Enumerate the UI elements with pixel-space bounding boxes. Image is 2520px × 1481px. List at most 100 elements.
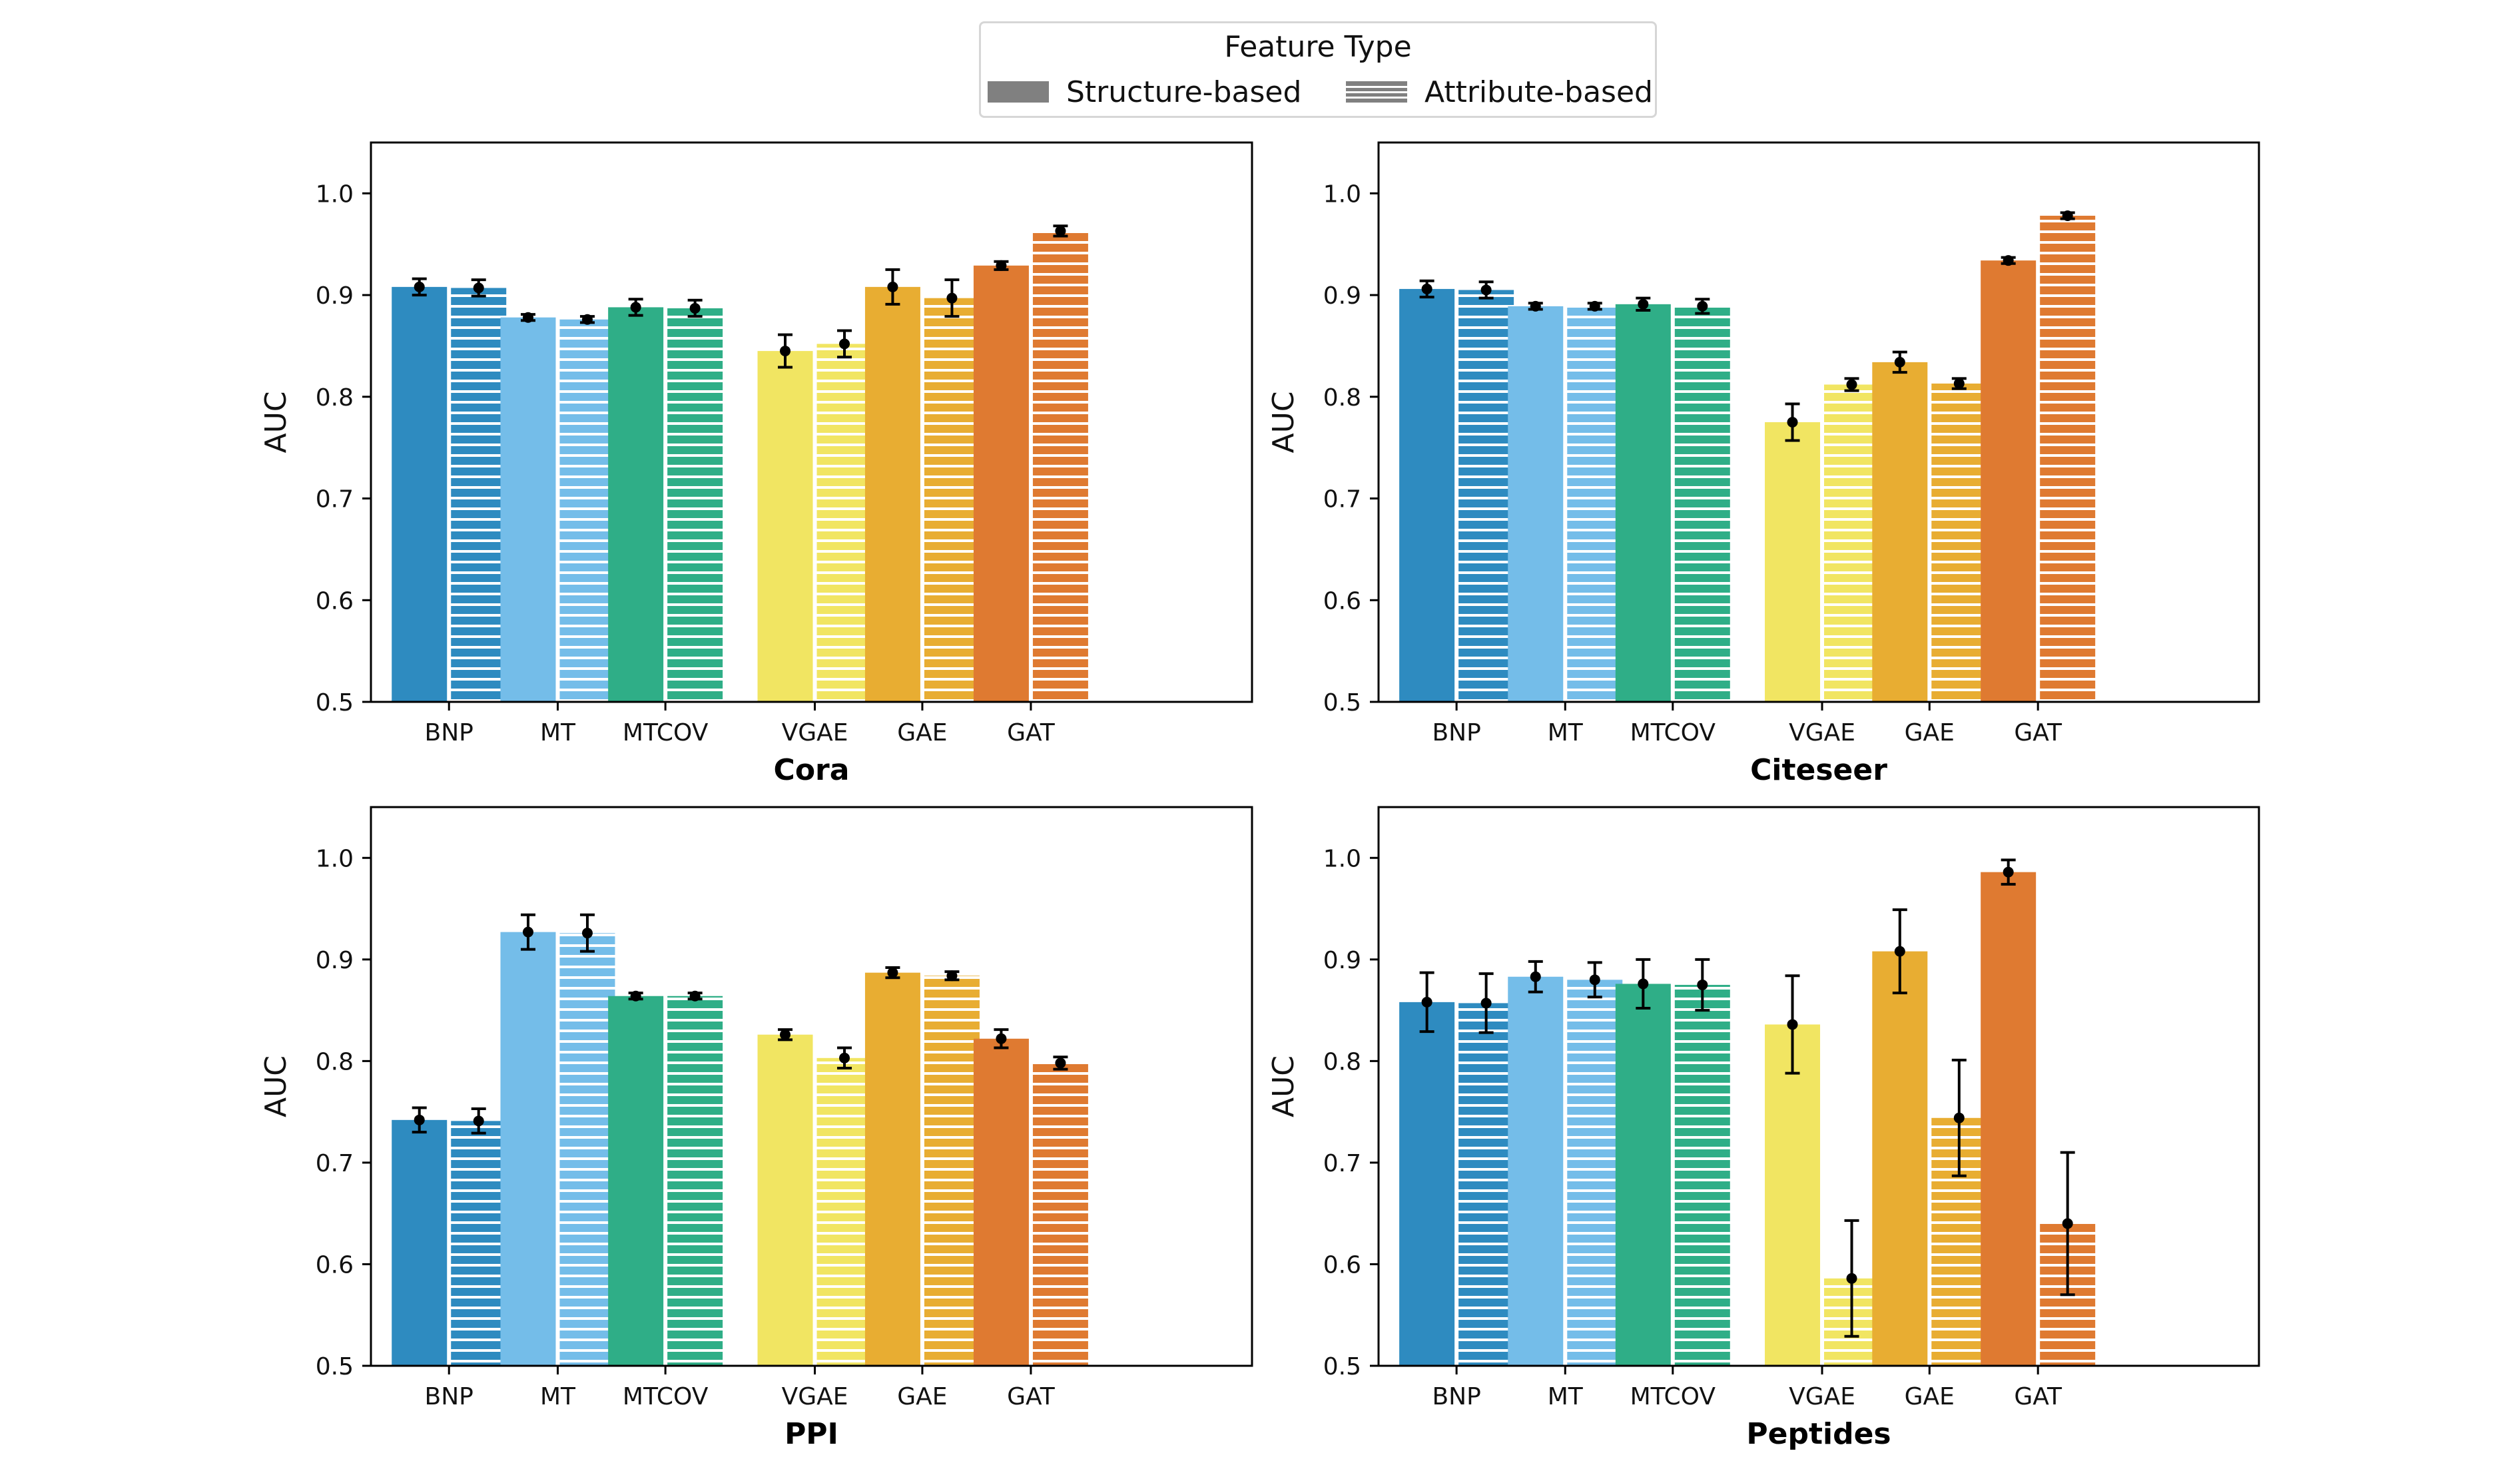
error-bar [1695, 298, 1710, 315]
panel-title: Cora [774, 753, 850, 787]
error-bar [837, 329, 852, 359]
y-tick-label: 0.8 [1323, 384, 1361, 412]
y-tick-label: 0.9 [316, 947, 354, 974]
bar-cora-gae-attribute [924, 298, 980, 702]
error-bar [628, 298, 643, 317]
error-bar [994, 260, 1009, 271]
bar-citeseer-mtcov-attribute [1674, 306, 1730, 703]
bar-citeseer-mt-structure [1508, 306, 1564, 703]
error-bar [1478, 972, 1494, 1034]
y-tick-label: 0.5 [316, 1353, 354, 1380]
error-bar [471, 1107, 486, 1135]
x-tick-label: VGAE [1789, 1383, 1855, 1410]
y-tick-label: 0.6 [316, 1251, 354, 1279]
y-axis-label: AUC [1267, 391, 1301, 453]
y-axis-label: AUC [259, 391, 293, 453]
panel-title: Citeseer [1750, 753, 1887, 787]
bar-cora-mt-structure [500, 317, 556, 702]
plot-frame [1377, 141, 2260, 703]
bar-citeseer-mtcov-structure [1615, 304, 1671, 702]
bar-peptides-mtcov-structure [1615, 984, 1671, 1366]
y-tick-label: 0.9 [1323, 282, 1361, 310]
plot-frame [370, 806, 1253, 1367]
x-tick-label: GAE [897, 1383, 947, 1410]
bar-citeseer-vgae-attribute [1824, 384, 1880, 702]
bar-ppi-mtcov-structure [608, 996, 664, 1366]
y-tick-label: 0.5 [316, 689, 354, 717]
x-tick-label: GAT [2014, 719, 2062, 746]
bar-cora-mtcov-structure [608, 307, 664, 702]
y-tick-label: 0.6 [316, 587, 354, 615]
y-tick-label: 1.0 [1323, 845, 1361, 872]
x-tick-label: MTCOV [1630, 719, 1716, 746]
error-bar [1951, 377, 1967, 390]
error-bar [1528, 960, 1543, 994]
y-tick-label: 0.7 [316, 486, 354, 513]
legend-item-attribute: Attribute-based [1346, 75, 1653, 109]
bar-citeseer-gat-attribute [2040, 215, 2096, 702]
y-tick-label: 0.7 [1323, 486, 1361, 513]
panel-ppi: 0.5 0.6 0.7 0.8 0.9 1.0 AUC BNP MT MTCOV VGAE GAE GA… [259, 806, 1253, 1451]
bar-ppi-mt-structure [500, 932, 556, 1366]
bar-ppi-mt-attribute [559, 933, 615, 1366]
x-tick-label: GAE [1905, 719, 1955, 746]
bar-citeseer-gae-structure [1872, 362, 1928, 702]
error-bar [520, 913, 535, 951]
panel-title: Peptides [1746, 1417, 1891, 1451]
error-bar [1528, 300, 1543, 312]
error-bar [1419, 279, 1434, 299]
panel-title: PPI [785, 1417, 838, 1451]
bar-ppi-gat-structure [973, 1038, 1029, 1366]
bar-ppi-vgae-attribute [816, 1057, 872, 1366]
bar-cora-gat-structure [973, 265, 1029, 702]
bar-cora-vgae-attribute [816, 344, 872, 702]
error-bar [1587, 300, 1602, 312]
plot-frame [370, 141, 1253, 703]
error-bar [837, 1046, 852, 1070]
x-tick-label: VGAE [1789, 719, 1855, 746]
y-tick-label: 0.9 [316, 282, 354, 310]
plot-frame [1377, 806, 2260, 1367]
x-tick-label: BNP [425, 1383, 473, 1410]
bar-ppi-vgae-structure [757, 1034, 813, 1366]
error-bar [1844, 1219, 1859, 1338]
x-tick-label: GAE [897, 719, 947, 746]
y-tick-label: 0.5 [1323, 1353, 1361, 1380]
error-bar [471, 278, 486, 298]
bar-cora-bnp-attribute [451, 288, 507, 702]
y-tick-label: 0.7 [1323, 1150, 1361, 1177]
bar-ppi-bnp-attribute [451, 1121, 507, 1366]
error-bar [944, 970, 960, 982]
error-bar [628, 990, 643, 1002]
error-bar [520, 312, 535, 323]
legend-label-attribute: Attribute-based [1424, 75, 1653, 109]
legend-swatch-hatched [1346, 81, 1407, 103]
legend-item-structure: Structure-based [988, 75, 1301, 109]
y-tick-label: 0.6 [1323, 587, 1361, 615]
x-tick-label: MTCOV [623, 719, 709, 746]
error-bar [885, 268, 900, 306]
error-bar [778, 333, 793, 369]
error-bar [885, 966, 900, 980]
error-bar [687, 298, 703, 318]
error-bar [1587, 961, 1602, 999]
x-tick-label: GAE [1905, 1383, 1955, 1410]
bar-peptides-vgae-structure [1765, 1024, 1821, 1366]
bar-peptides-bnp-attribute [1458, 1003, 1514, 1366]
bar-peptides-gat-structure [1981, 872, 2037, 1366]
bar-citeseer-vgae-structure [1765, 422, 1821, 702]
x-tick-label: MTCOV [1630, 1383, 1716, 1410]
x-tick-label: GAT [2014, 1383, 2062, 1410]
y-tick-label: 0.8 [316, 1048, 354, 1075]
error-bar [1053, 224, 1068, 238]
y-tick-label: 0.7 [316, 1150, 354, 1177]
x-tick-label: VGAE [782, 1383, 848, 1410]
x-tick-label: VGAE [782, 719, 848, 746]
error-bar [412, 277, 427, 297]
bar-citeseer-bnp-attribute [1458, 290, 1514, 702]
error-bar [1053, 1055, 1068, 1071]
error-bar [2001, 255, 2016, 266]
error-bar [1636, 296, 1651, 312]
error-bar [2001, 858, 2016, 886]
